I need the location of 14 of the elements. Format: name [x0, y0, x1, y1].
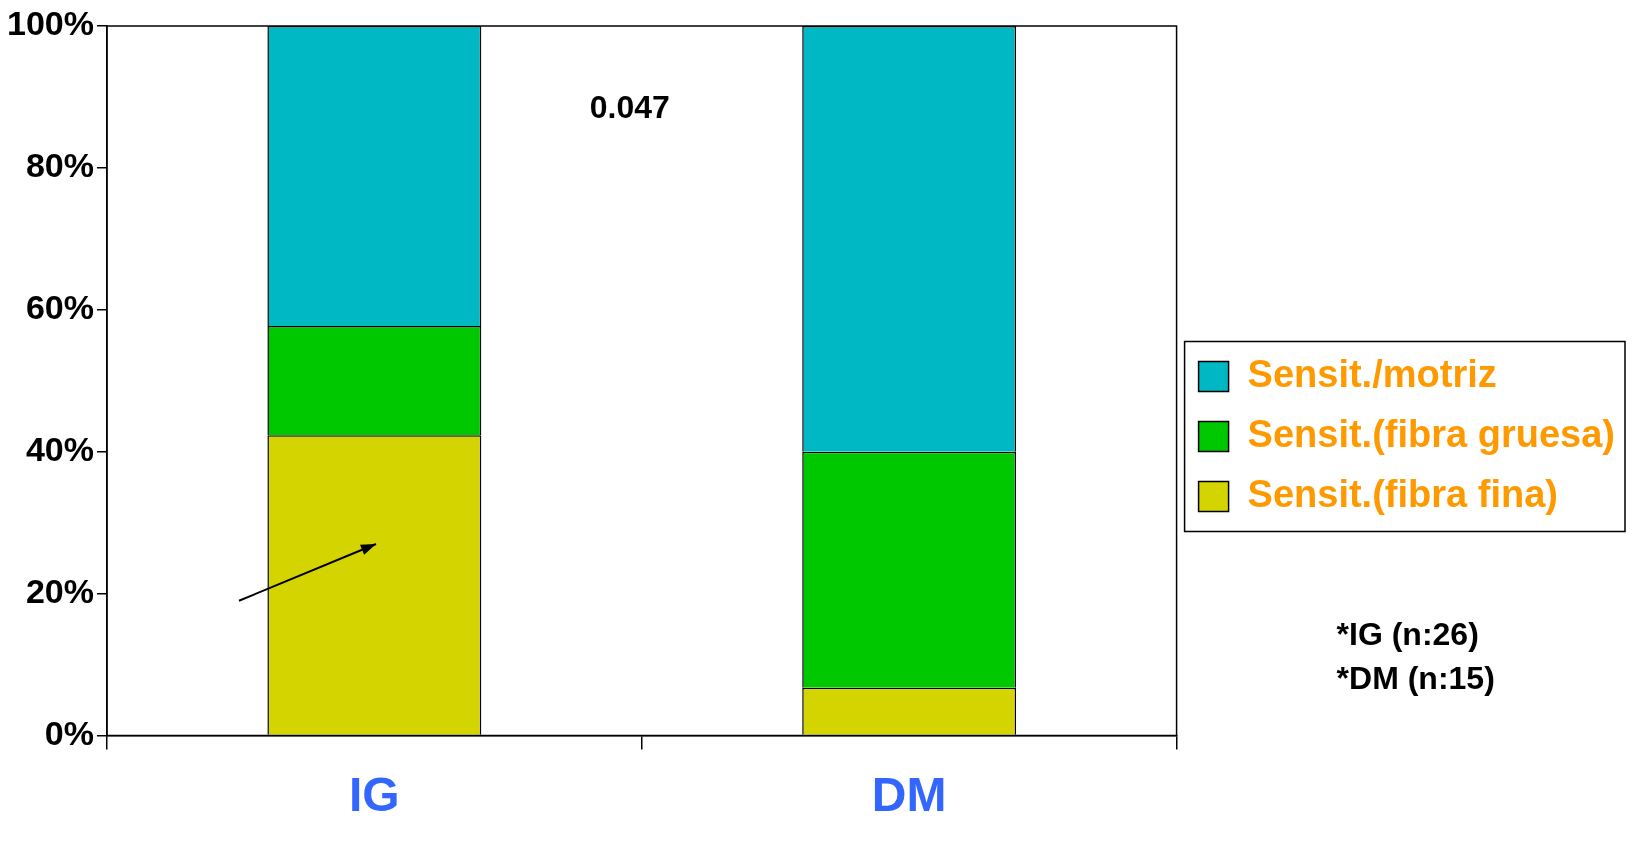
annotation: 0.047	[589, 89, 670, 126]
y-tick-label: 80%	[25, 146, 94, 185]
x-tick-label: IG	[349, 768, 400, 822]
text: *DM (n:15)	[1336, 660, 1495, 696]
y-tick-label: 60%	[25, 288, 94, 327]
legend-label: Sensit./motriz	[1247, 352, 1497, 395]
legend-label: Sensit.(fibra fina)	[1247, 472, 1558, 515]
y-tick-label: 0%	[44, 713, 94, 752]
y-tick-label: 20%	[25, 571, 94, 610]
y-tick-label: 40%	[25, 430, 94, 469]
legend-label: Sensit.(fibra gruesa)	[1247, 412, 1615, 455]
text: *IG (n:26)	[1336, 616, 1479, 652]
y-tick-label: 100%	[6, 4, 94, 43]
x-tick-label: DM	[871, 768, 947, 822]
